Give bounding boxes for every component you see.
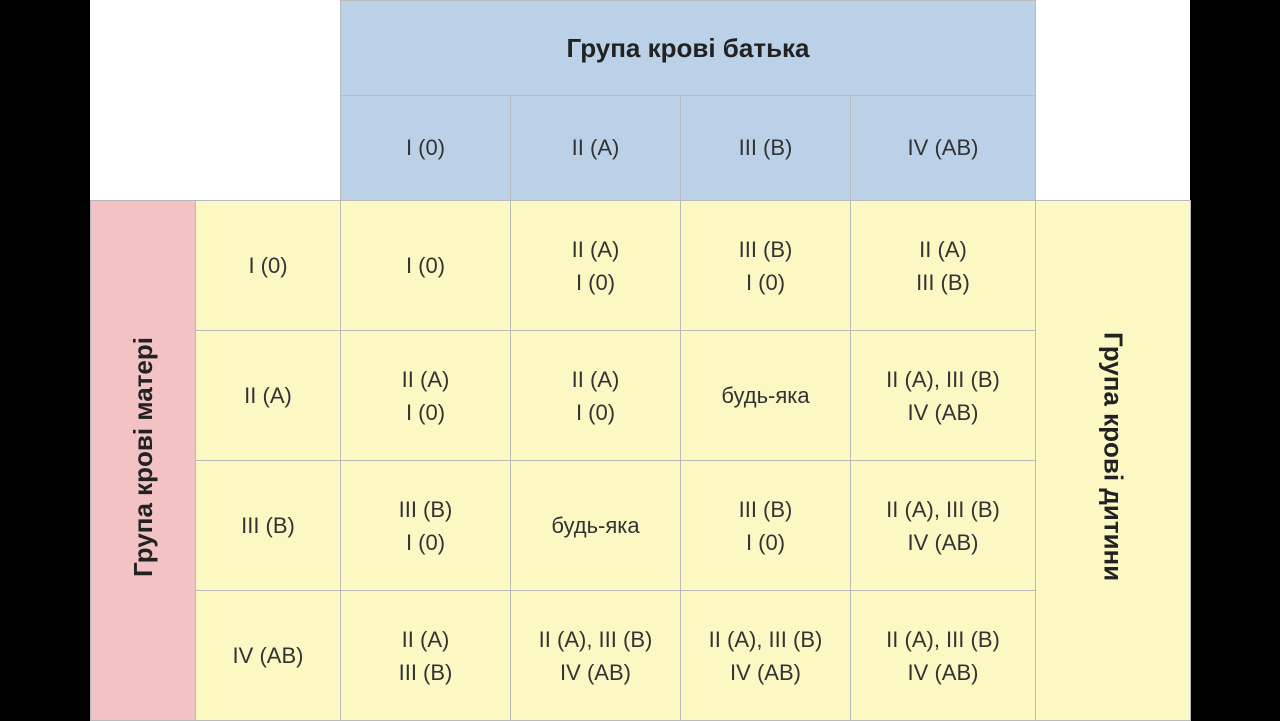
corner-blank-right xyxy=(1036,1,1191,96)
blood-type-table: Група крові батька I (0) II (A) III (B) … xyxy=(90,0,1191,721)
child-header-text: Група крові дитини xyxy=(1098,332,1129,581)
cell-3-2: II (A), III (B)IV (AB) xyxy=(681,591,851,721)
cell-3-0: II (A)III (B) xyxy=(341,591,511,721)
mother-row-1: II (A) xyxy=(196,331,341,461)
cell-3-3: II (A), III (B)IV (AB) xyxy=(851,591,1036,721)
cell-0-2: III (B)I (0) xyxy=(681,201,851,331)
mother-row-3: IV (AB) xyxy=(196,591,341,721)
table-wrapper: Група крові батька I (0) II (A) III (B) … xyxy=(90,0,1190,720)
cell-2-0: III (B)I (0) xyxy=(341,461,511,591)
father-header: Група крові батька xyxy=(341,1,1036,96)
child-header: Група крові дитини xyxy=(1036,201,1191,721)
father-col-1: II (A) xyxy=(511,96,681,201)
cell-3-1: II (A), III (B)IV (AB) xyxy=(511,591,681,721)
cell-0-0: I (0) xyxy=(341,201,511,331)
mother-header: Група крові матері xyxy=(91,201,196,721)
cell-2-3: II (A), III (B)IV (AB) xyxy=(851,461,1036,591)
cell-1-0: II (A)I (0) xyxy=(341,331,511,461)
father-col-0: I (0) xyxy=(341,96,511,201)
cell-1-1: II (A)I (0) xyxy=(511,331,681,461)
cell-0-3: II (A)III (B) xyxy=(851,201,1036,331)
cell-2-2: III (B)I (0) xyxy=(681,461,851,591)
mother-header-text: Група крові матері xyxy=(128,337,159,577)
cell-1-3: II (A), III (B)IV (AB) xyxy=(851,331,1036,461)
blank xyxy=(91,96,341,201)
father-col-2: III (B) xyxy=(681,96,851,201)
father-col-3: IV (AB) xyxy=(851,96,1036,201)
mother-row-0: I (0) xyxy=(196,201,341,331)
cell-0-1: II (A)I (0) xyxy=(511,201,681,331)
cell-2-1: будь-яка xyxy=(511,461,681,591)
mother-row-2: III (B) xyxy=(196,461,341,591)
blank xyxy=(1036,96,1191,201)
corner-blank xyxy=(91,1,341,96)
cell-1-2: будь-яка xyxy=(681,331,851,461)
